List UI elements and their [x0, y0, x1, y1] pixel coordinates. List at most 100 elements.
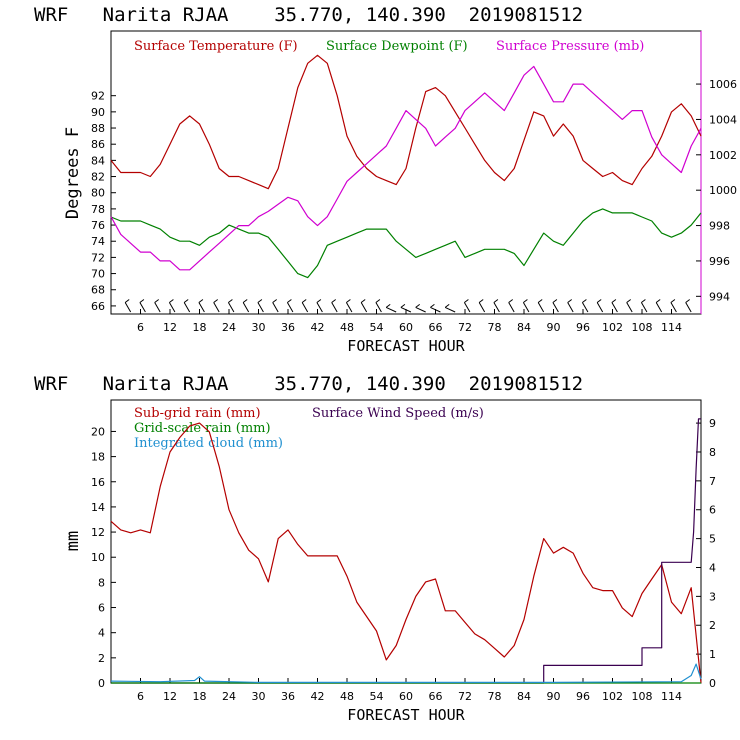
wind-barb	[124, 302, 132, 313]
wind-barb	[626, 302, 633, 313]
chart2-y-tick-label: 2	[98, 652, 105, 665]
wind-barb-flag	[552, 299, 558, 303]
wind-barb-flag	[523, 299, 528, 303]
wind-barb-flag	[415, 303, 421, 308]
wind-barb	[552, 302, 559, 313]
wind-barb-flag	[685, 299, 691, 303]
chart1-x-tick-label: 102	[602, 321, 623, 334]
wind-barb	[522, 302, 530, 313]
chart1-y-tick-label: 92	[91, 90, 105, 103]
chart1-y-tick-labels: 66 68 70 72 74 76 78 80 82 84 86 88 90 92	[91, 90, 116, 313]
wind-barb	[685, 302, 692, 313]
temperature-chart: WRF Narita RJAA 35.770, 140.390 20190815…	[34, 4, 737, 355]
wind-barb-flag	[331, 299, 337, 303]
wind-barb	[640, 302, 648, 313]
chart2-x-tick-label: 24	[222, 690, 236, 703]
chart2-y2-tick-label: 4	[709, 561, 716, 574]
chart2-y2-tick-label: 9	[709, 417, 716, 430]
chart2-legend-integrated-cloud: Integrated cloud (mm)	[134, 436, 283, 451]
chart1-x-axis-label: FORECAST HOUR	[347, 337, 465, 355]
chart2-y-tick-label: 4	[98, 627, 105, 640]
chart2-x-tick-label: 90	[547, 690, 561, 703]
chart2-x-tick-label: 6	[137, 690, 144, 703]
chart1-x-tick-label: 96	[576, 321, 590, 334]
chart2-x-axis-label: FORECAST HOUR	[347, 706, 465, 724]
wind-barb	[375, 302, 382, 313]
chart2-series-sub-grid-rain	[111, 418, 701, 684]
wind-barb	[183, 302, 191, 313]
chart1-x-tick-label: 114	[661, 321, 682, 334]
chart1-y2-tick-label: 1000	[709, 184, 737, 197]
chart2-x-tick-label: 84	[517, 690, 531, 703]
wind-barb-flag	[124, 299, 130, 303]
chart1-x-tick-label: 48	[340, 321, 354, 334]
chart2-y2-tick-label: 7	[709, 475, 716, 488]
chart1-y-tick-label: 86	[91, 138, 105, 151]
chart1-x-tick-label: 30	[252, 321, 266, 334]
chart1-y-tick-label: 82	[91, 171, 105, 184]
wind-barb	[286, 302, 294, 313]
chart1-x-tick-label: 54	[370, 321, 384, 334]
wind-barbs	[124, 299, 692, 313]
wind-barb	[154, 302, 161, 313]
chart1-y2-tick-labels: 994 996 998 1000 1002 1004 1006	[696, 78, 737, 303]
wind-barb-flag	[213, 299, 218, 303]
chart1-y-tick-label: 88	[91, 122, 105, 135]
chart1-y-tick-label: 68	[91, 284, 105, 297]
chart1-y-tick-label: 90	[91, 106, 105, 119]
chart2-y-tick-label: 16	[91, 476, 105, 489]
wind-barb	[139, 302, 146, 313]
wind-barb-flag	[655, 299, 661, 303]
chart2-y-tick-label: 18	[91, 451, 105, 464]
chart1-x-tick-label: 78	[488, 321, 502, 334]
chart2-y-tick-label: 10	[91, 551, 105, 564]
chart1-title: WRF Narita RJAA 35.770, 140.390 20190815…	[34, 4, 583, 26]
wind-barb	[316, 302, 323, 313]
chart2-y2-tick-label: 0	[709, 677, 716, 690]
chart1-y2-tick-label: 1006	[709, 78, 737, 91]
chart1-y2-tick-label: 1002	[709, 149, 737, 162]
chart2-x-tick-label: 54	[370, 690, 384, 703]
chart1-series	[110, 54, 702, 279]
chart2-x-tick-label: 36	[281, 690, 295, 703]
chart1-series-surface-dewpoint	[110, 208, 702, 279]
wind-barb-flag	[198, 299, 204, 303]
wind-barb-flag	[242, 299, 248, 303]
chart1-x-tick-label: 12	[163, 321, 177, 334]
wind-barb	[655, 302, 663, 313]
chart1-x-tick-label: 84	[517, 321, 531, 334]
chart2-x-tick-label: 18	[193, 690, 207, 703]
chart1-y-tick-label: 74	[91, 235, 105, 248]
chart1-x-tick-label: 18	[193, 321, 207, 334]
wind-barb	[385, 306, 397, 313]
chart1-y-tick-label: 66	[91, 300, 105, 313]
wind-barb-flag	[228, 299, 233, 303]
wind-barb	[537, 302, 545, 313]
chart2-x-tick-label: 78	[488, 690, 502, 703]
wind-barb-flag	[346, 299, 351, 303]
chart1-y-tick-label: 70	[91, 268, 105, 281]
wind-barb-flag	[139, 299, 145, 303]
wind-barb-flag	[493, 299, 499, 303]
chart1-y2-tick-label: 994	[709, 290, 730, 303]
chart2-series	[110, 418, 702, 684]
wind-barb-flag	[537, 299, 543, 303]
chart2-x-tick-label: 96	[576, 690, 590, 703]
wind-barb	[444, 306, 456, 313]
wind-barb	[508, 302, 515, 313]
chart2-legend-subgrid-rain: Sub-grid rain (mm)	[134, 406, 261, 421]
wind-barb	[213, 302, 220, 313]
wind-barb-flag	[154, 299, 159, 303]
chart1-y-tick-label: 84	[91, 154, 105, 167]
chart2-legend-gridscale-rain: Grid-scale rain (mm)	[134, 421, 271, 436]
wind-barb-flag	[626, 299, 632, 303]
chart2-legend-wind-speed: Surface Wind Speed (m/s)	[312, 406, 484, 421]
wind-barb-flag	[169, 299, 174, 303]
precipitation-chart: WRF Narita RJAA 35.770, 140.390 20190815…	[34, 373, 716, 724]
wind-barb-flag	[611, 299, 617, 303]
wind-barb	[493, 302, 500, 313]
wind-barb-flag	[360, 299, 366, 303]
wind-barb-flag	[444, 303, 450, 308]
chart2-y2-tick-label: 2	[709, 619, 716, 632]
